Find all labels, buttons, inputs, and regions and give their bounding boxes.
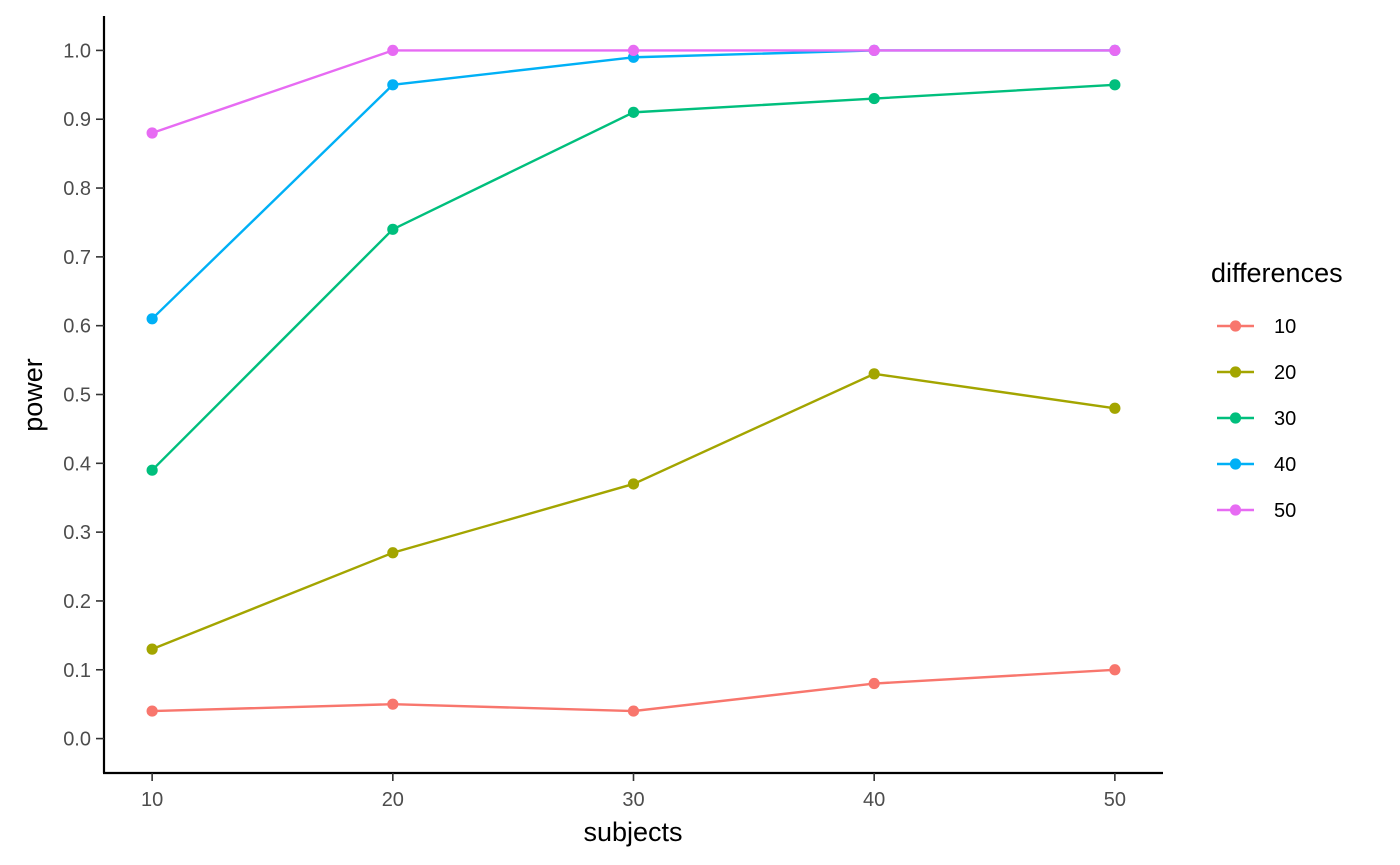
- data-point-20: [387, 547, 399, 559]
- y-tick-label: 0.6: [63, 316, 91, 338]
- data-point-50: [1109, 44, 1121, 57]
- legend-key-point: [1229, 366, 1242, 378]
- legend-label: 20: [1274, 362, 1296, 384]
- axes-layer: [102, 16, 1163, 775]
- series-line-10: [152, 668, 1115, 713]
- x-tick-label: 40: [863, 789, 885, 811]
- y-tick-label: 0.0: [63, 729, 91, 751]
- series-30: [146, 79, 1121, 476]
- y-tick-label: 0.2: [63, 591, 91, 613]
- x-tick-label: 30: [622, 789, 644, 811]
- data-point-30: [1109, 79, 1121, 91]
- y-tick-label: 1.0: [63, 40, 91, 62]
- data-point-50: [146, 127, 158, 139]
- series-50: [146, 44, 1121, 139]
- legend-key-point: [1229, 504, 1242, 516]
- legend-key-point: [1229, 412, 1242, 424]
- data-point-50: [627, 44, 640, 57]
- data-point-30: [868, 92, 880, 105]
- series-line-30: [151, 83, 1115, 472]
- y-tick-label: 0.3: [63, 522, 91, 544]
- data-point-30: [627, 106, 640, 118]
- y-tick-label: 0.1: [63, 660, 91, 682]
- legend-item-30: 30: [1217, 408, 1296, 430]
- y-tick-label: 0.4: [63, 453, 91, 475]
- legend-label: 50: [1274, 500, 1296, 522]
- data-point-30: [146, 464, 158, 476]
- legend-label: 30: [1274, 408, 1296, 430]
- legend-item-10: 10: [1217, 316, 1296, 338]
- y-tick-label: 0.5: [63, 385, 91, 407]
- y-tick-label: 0.7: [63, 247, 91, 269]
- x-tick-label: 50: [1104, 789, 1126, 811]
- legend: differences 10 20 30 40 50: [1211, 258, 1343, 522]
- legend-key-point: [1229, 320, 1242, 332]
- data-point-10: [1109, 664, 1121, 676]
- x-axis-title: subjects: [583, 817, 682, 847]
- legend-item-50: 50: [1217, 500, 1296, 522]
- data-point-10: [387, 698, 399, 710]
- data-point-20: [627, 478, 640, 490]
- legend-title: differences: [1211, 258, 1343, 288]
- data-point-20: [868, 368, 880, 380]
- y-tick-label: 0.9: [63, 109, 91, 131]
- data-point-20: [1109, 402, 1121, 414]
- legend-label: 40: [1274, 454, 1296, 476]
- data-point-10: [146, 705, 158, 717]
- data-point-10: [868, 677, 880, 690]
- series-10: [146, 664, 1121, 717]
- x-axis-ticks: 10 20 30 40 50: [141, 773, 1126, 811]
- legend-item-40: 40: [1217, 454, 1296, 476]
- series-line-20: [151, 372, 1116, 651]
- y-axis-title: power: [18, 358, 48, 432]
- data-point-40: [387, 79, 399, 91]
- data-point-40: [146, 313, 158, 325]
- x-tick-label: 10: [141, 789, 163, 811]
- series-20: [146, 368, 1121, 655]
- legend-item-20: 20: [1217, 362, 1296, 384]
- legend-key-point: [1229, 458, 1242, 470]
- legend-items: 10 20 30 40 50: [1217, 316, 1296, 522]
- y-tick-label: 0.8: [63, 178, 91, 200]
- legend-label: 10: [1274, 316, 1296, 338]
- series-40: [146, 44, 1121, 325]
- data-point-20: [146, 643, 158, 655]
- y-axis-ticks: 0.0 0.1 0.2 0.3 0.4 0.5 0.6 0.7 0.8 0.9 1.0: [63, 40, 104, 751]
- data-point-50: [387, 44, 399, 57]
- series-layer: [146, 44, 1121, 717]
- series-line-40: [151, 49, 1115, 320]
- data-point-50: [868, 44, 880, 57]
- data-point-30: [387, 223, 399, 235]
- data-point-10: [627, 705, 640, 717]
- x-tick-label: 20: [382, 789, 404, 811]
